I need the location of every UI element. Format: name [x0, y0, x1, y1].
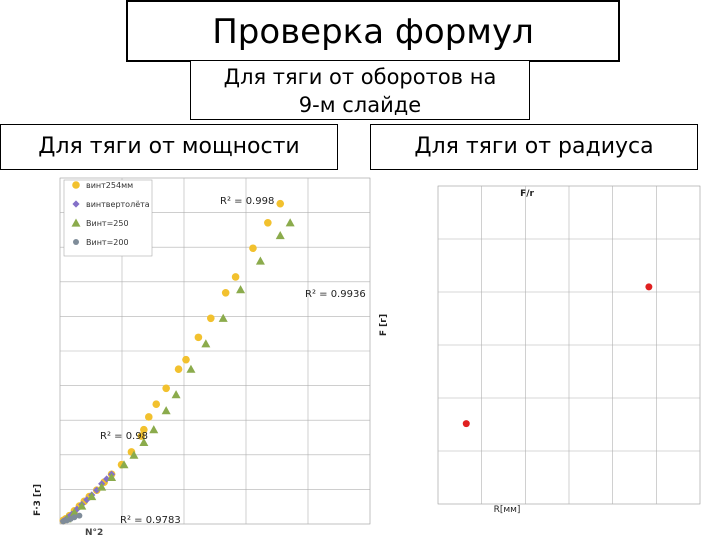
data-point-2 [186, 364, 196, 373]
left-chart: винт254мм винтвертолёта Винт=250 Винт=200 R… [33, 177, 371, 538]
data-point-0 [264, 218, 272, 227]
legend-label-0: винт254мм [86, 181, 133, 190]
chart-annotation: N°2 [85, 528, 103, 538]
data-point-2 [77, 501, 87, 510]
right-data-point-0 [462, 420, 470, 428]
right-grid [438, 186, 700, 504]
data-point-2 [171, 390, 181, 399]
data-point-0 [249, 244, 257, 253]
slide-title: Проверка формул [126, 0, 620, 62]
data-point-0 [152, 400, 161, 409]
legend-label-1: винтвертолёта [86, 200, 150, 209]
data-point-3 [76, 512, 83, 519]
data-point-2 [236, 285, 246, 294]
r2-label-1: R² = 0.98 [100, 431, 148, 442]
subtitle-line-1: Для тяги от оборотов на [223, 65, 497, 89]
right-chart-title: F/r [520, 189, 534, 199]
subtitle-line-2: 9-м слайде [298, 93, 422, 117]
data-point-2 [107, 472, 117, 482]
legend-marker-1 [72, 200, 80, 208]
data-point-2 [69, 507, 79, 517]
data-point-0 [207, 314, 215, 323]
data-point-0 [140, 425, 148, 434]
data-point-0 [194, 333, 203, 342]
data-point-2 [139, 437, 149, 447]
data-point-2 [149, 425, 159, 434]
data-point-1 [93, 486, 101, 494]
data-point-2 [97, 482, 107, 491]
data-point-2 [161, 406, 171, 415]
data-point-0 [174, 365, 183, 374]
right-data-point-1 [645, 283, 653, 291]
data-point-2 [218, 313, 228, 322]
legend-label-3: Винт=200 [86, 238, 129, 247]
data-point-2 [255, 256, 265, 265]
right-y-axis-label: F [г] [379, 314, 389, 336]
data-point-2 [87, 492, 97, 501]
legend-marker-2 [71, 218, 81, 227]
right-points [462, 283, 653, 428]
data-point-2 [285, 218, 295, 227]
data-point-2 [275, 231, 285, 240]
left-legend: винт254мм винтвертолёта Винт=250 Винт=200 [63, 179, 153, 257]
r2-label-3: R² = 0.9783 [120, 515, 181, 526]
data-point-0 [137, 432, 146, 440]
left-y-axis-label: F·3 [г] [33, 484, 43, 516]
data-point-3 [71, 514, 78, 521]
legend-marker-3 [73, 239, 79, 245]
right-x-axis-label: R[мм] [494, 505, 521, 515]
right-heading: Для тяги от радиуса [370, 124, 698, 170]
data-point-0 [162, 384, 170, 393]
r2-label-0: R² = 0.998 [220, 196, 274, 207]
data-point-2 [119, 460, 129, 469]
data-point-0 [182, 355, 190, 364]
data-point-2 [129, 450, 139, 459]
left-points [59, 199, 295, 525]
right-chart: F/r R[мм] F [г] [379, 185, 701, 515]
slide-subtitle: Для тяги от оборотов на 9-м слайде [190, 60, 530, 120]
data-point-2 [201, 339, 211, 348]
data-point-0 [145, 413, 153, 421]
left-heading: Для тяги от мощности [0, 124, 338, 170]
data-point-0 [231, 273, 240, 281]
legend-label-2: Винт=250 [86, 219, 129, 228]
legend-marker-0 [72, 181, 80, 189]
data-point-0 [276, 199, 285, 208]
data-point-0 [221, 289, 230, 297]
r2-label-2: R² = 0.9936 [305, 289, 366, 300]
